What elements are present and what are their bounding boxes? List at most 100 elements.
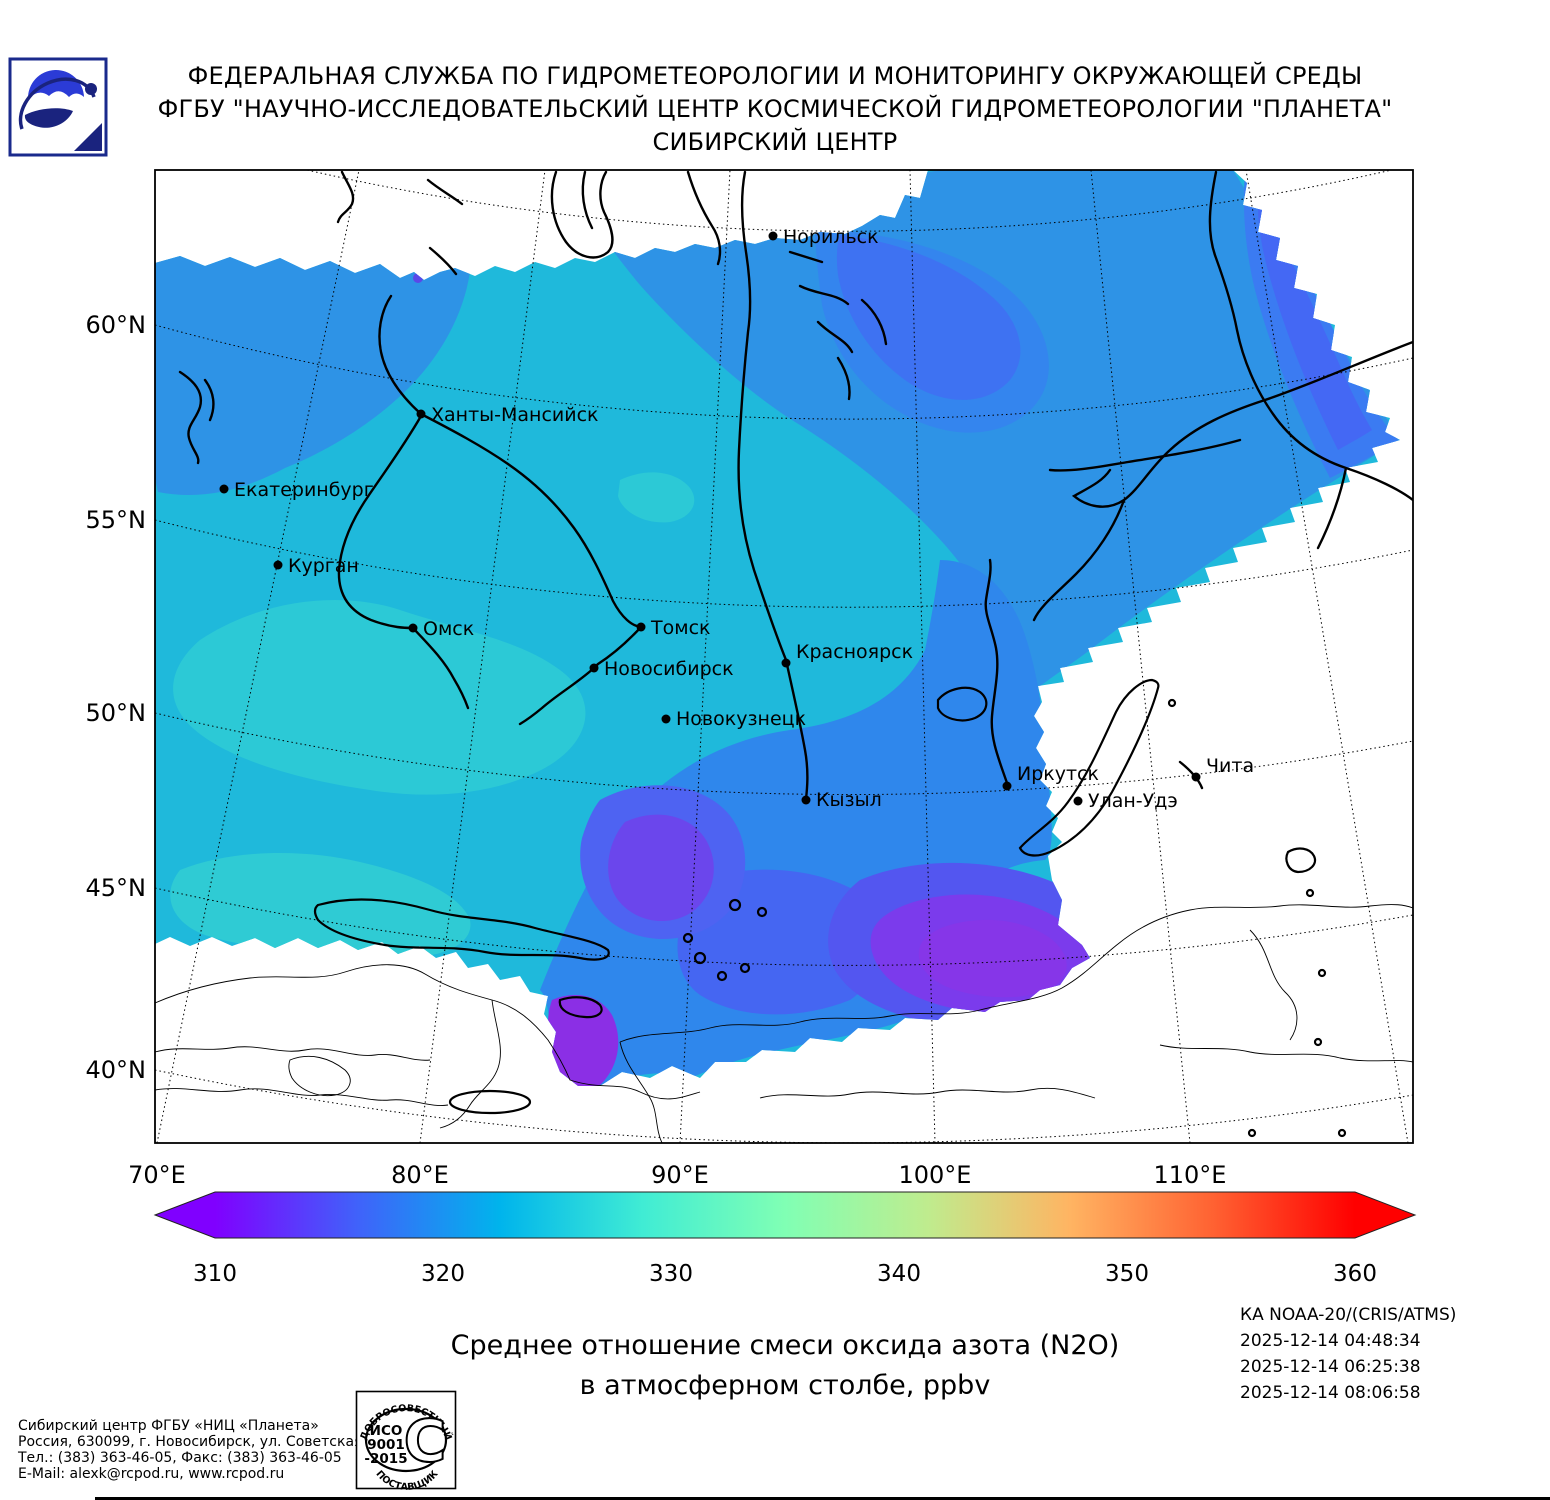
small-lake [693,951,707,965]
map-frame [154,169,1414,1144]
city-dot-tomsk [636,622,646,632]
city-dot-omsk [408,623,418,633]
header-title: ФЕДЕРАЛЬНАЯ СЛУЖБА ПО ГИДРОМЕТЕОРОЛОГИИ … [0,60,1550,159]
satellite-platform: КА NOAA-20/(CRIS/ATMS) [1240,1305,1457,1325]
header-title-line3: СИБИРСКИЙ ЦЕНТР [652,128,898,156]
river-irtysh [337,414,470,710]
logo-globe-shape [27,69,84,99]
lon-tick-label: 80°E [391,1161,449,1189]
lake-balkhash [313,898,610,961]
header-title-line2: ФГБУ "НАУЧНО-ИССЛЕДОВАТЕЛЬСКИЙ ЦЕНТР КОС… [157,95,1393,123]
low-value-patch [173,600,586,795]
stamp-iso: ИСО [370,1423,403,1439]
small-lake [1313,1037,1323,1047]
city-label: Новокузнецк [676,708,806,730]
river-lena [1048,170,1413,550]
lake-zaysan [558,996,603,1019]
deep-blue-norilsk-core [836,235,1021,400]
contact-line: Тел.: (383) 363-46-05, Факс: (383) 363-4… [18,1450,342,1466]
colorbar-tick-label: 320 [421,1261,465,1287]
river-ural-area [178,370,215,465]
small-lake [1247,1128,1257,1138]
city-label: Красноярск [796,641,913,663]
colorbar-tick-label: 350 [1105,1261,1149,1287]
colorbar-ticks: 310 320 330 340 350 360 [193,1261,1377,1287]
city-label: Омск [423,618,474,640]
city-dot-khanty-mansiysk [416,409,426,419]
city-dot-chita [1191,772,1201,782]
stamp-ellipse [364,1407,448,1473]
meridian-70e [156,170,360,1143]
small-lake [728,898,742,912]
city-label: Чита [1206,755,1254,777]
blue-region-north [600,170,1400,688]
parallel-60n [155,324,1413,420]
lat-tick-label: 45°N [86,874,147,902]
river-taz [686,170,722,266]
city-label: Томск [650,617,711,639]
rivers [178,170,1413,801]
meridian-80e [419,170,546,1143]
lakes [313,678,1347,1138]
city-label: Курган [288,555,359,577]
contact-line: Россия, 630099, г. Новосибирск, ул. Сове… [18,1434,390,1450]
small-lake [936,686,988,722]
city-label: Ханты-Мансийск [431,404,599,426]
city-dot-ulan-ude [1073,796,1083,806]
satellite-info: КА NOAA-20/(CRIS/ATMS) 2025-12-14 04:48:… [1240,1302,1456,1406]
meridian-100e [909,170,936,1143]
small-lake [1167,698,1177,708]
parallel-55n [155,519,1413,608]
city-dot-krasnoyarsk [781,658,791,668]
city-dot-irkutsk [1002,781,1012,791]
city-label: Новосибирск [604,658,734,680]
contact-info: Сибирский центр ФГБУ «НИЦ «Планета» Росс… [18,1418,389,1482]
small-lake [1305,888,1315,898]
city-label: Екатеринбург [234,479,374,501]
parallel-50n [155,712,1413,795]
lon-tick-label: 110°E [1154,1161,1227,1189]
river-yenisei [737,170,809,801]
city-dot-novokuznetsk [661,714,671,724]
low-value-patch [618,472,695,523]
colorbar-tick-label: 310 [193,1261,237,1287]
city-label: Норильск [783,226,879,248]
lon-tick-label: 100°E [899,1161,972,1189]
colorbar-tick-label: 340 [877,1261,921,1287]
lat-tick-label: 60°N [86,311,147,339]
city-label: Улан-Удэ [1088,790,1178,812]
city-dot-norilsk [768,231,778,241]
meridian-90e [679,170,731,1143]
small-lake [716,970,728,982]
stamp-std: 9001 [367,1437,405,1453]
city-dot-novosibirsk [589,663,599,673]
river-north-of-khanty [378,294,423,416]
colorbar [153,1191,1417,1239]
river-angara-upper [1032,340,1413,622]
river-ob-estuary [550,170,614,259]
contact-line: Сибирский центр ФГБУ «НИЦ «Планета» [18,1418,319,1434]
logo-corner-triangle [74,123,102,151]
city-label: Кызыл [816,789,882,811]
rivers-north-strip [336,170,464,276]
small-lake [756,906,768,918]
lat-tick-label: 50°N [86,699,147,727]
axis-labels: 60°N 55°N 50°N 45°N 40°N 70°E 80°E 90°E … [86,311,1227,1189]
low-value-patch [170,852,471,959]
lon-tick-label: 90°E [651,1161,709,1189]
city-dot-ekaterinburg [219,484,229,494]
planeta-logo [8,57,108,157]
purple-core-west [608,814,714,922]
purple-inner-east [918,919,1067,998]
river-ob-estuary-inner [581,170,594,230]
city-labels: Норильск Ханты-Мансийск Екатеринбург Кур… [234,226,1254,812]
map-caption: Среднее отношение смеси оксида азота (N2… [0,1326,1550,1406]
iso-9001-stamp: ДОБРОСОВЕСТНЫЙ ИСО 9001 -2015 С ПОСТАВЩИ… [355,1390,457,1490]
purple-tongue-south [547,995,619,1086]
small-lake [739,962,751,974]
pass-timestamp: 2025-12-14 06:25:38 [1240,1357,1421,1377]
logo-satellite-dot [85,83,97,95]
header-title-line1: ФЕДЕРАЛЬНАЯ СЛУЖБА ПО ГИДРОМЕТЕОРОЛОГИИ … [187,62,1363,90]
